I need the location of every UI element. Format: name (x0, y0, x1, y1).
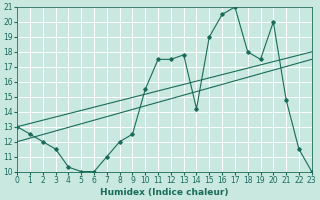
X-axis label: Humidex (Indice chaleur): Humidex (Indice chaleur) (100, 188, 229, 197)
